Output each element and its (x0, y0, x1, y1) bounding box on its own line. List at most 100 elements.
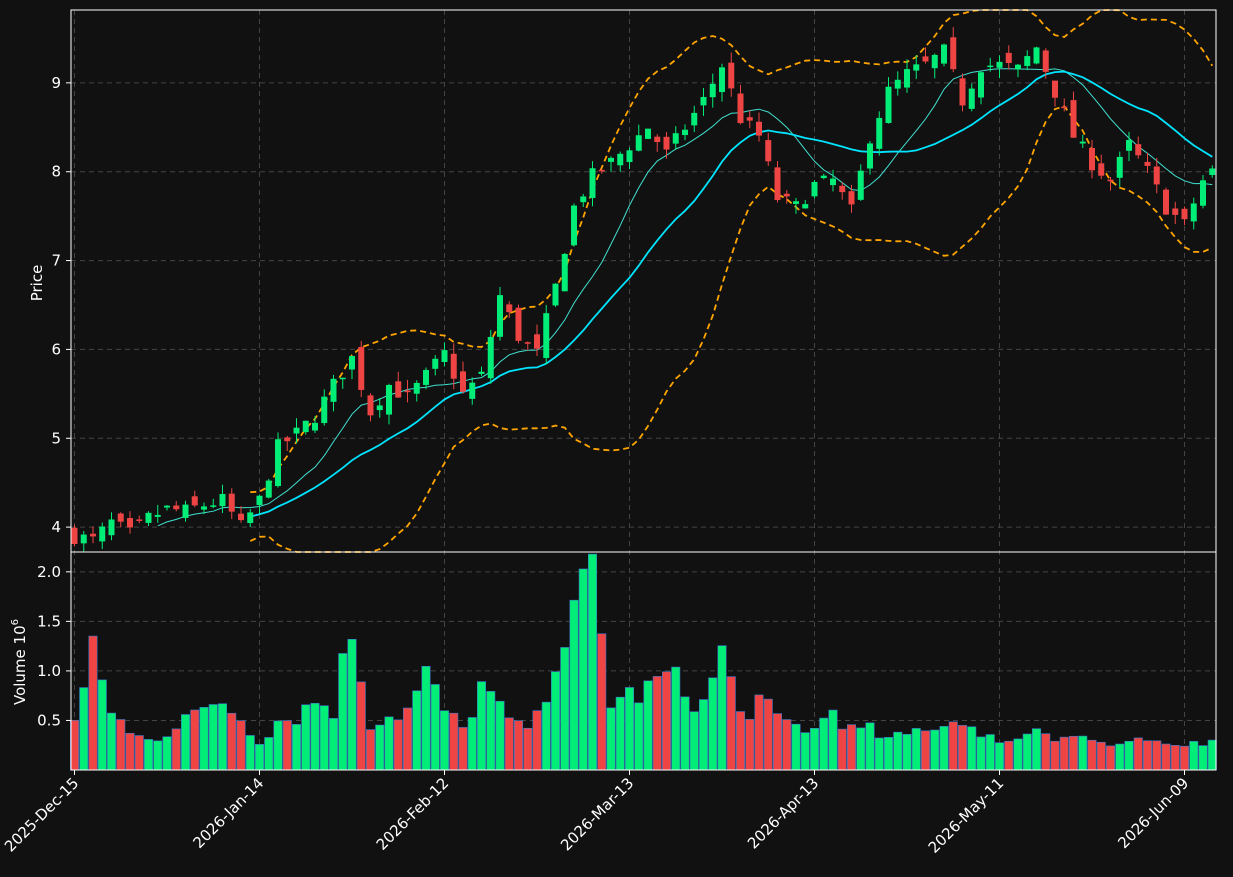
candle-77 (783, 190, 790, 204)
candle-body-58 (608, 157, 614, 162)
candle-97 (968, 83, 975, 112)
candle-17 (228, 488, 235, 519)
candle-65 (672, 126, 679, 150)
volume-bar-46 (495, 700, 505, 771)
volume-bar-8 (144, 739, 154, 771)
candle-body-43 (469, 382, 476, 399)
candle-body-83 (839, 185, 846, 193)
volume-tick-label-0: 0.5 (37, 711, 61, 729)
candle-body-37 (413, 382, 420, 394)
candle-88 (885, 77, 892, 124)
candle-63 (654, 134, 661, 152)
candle-98 (978, 71, 984, 105)
volume-bar-29 (338, 653, 348, 771)
volume-bar-102 (1013, 738, 1023, 771)
candle-body-35 (395, 381, 402, 398)
candle-body-72 (737, 93, 744, 124)
volume-bar-77 (782, 719, 792, 771)
candle-body-17 (228, 493, 235, 512)
candle-body-90 (904, 69, 910, 88)
candle-body-123 (1209, 168, 1216, 176)
volume-bar-36 (402, 707, 412, 771)
candle-body-5 (117, 513, 124, 522)
volume-bar-7 (134, 735, 144, 771)
candle-12 (182, 500, 189, 522)
candle-body-108 (1070, 100, 1077, 138)
volume-bar-86 (865, 722, 875, 771)
candle-106 (1052, 80, 1058, 107)
candle-58 (608, 156, 614, 172)
candle-95 (950, 27, 957, 73)
candle-body-38 (423, 369, 429, 385)
long-moving-average-line (250, 70, 1213, 518)
volume-bar-90 (902, 734, 912, 771)
volume-bar-81 (819, 717, 829, 771)
volume-bar-106 (1050, 740, 1060, 771)
candle-7 (136, 515, 143, 524)
candle-body-92 (922, 56, 929, 62)
candle-16 (219, 484, 226, 513)
candle-body-7 (136, 519, 143, 521)
candle-body-109 (1079, 141, 1086, 144)
volume-bar-20 (255, 744, 265, 771)
candle-body-91 (913, 64, 920, 71)
candle-0 (71, 524, 78, 547)
candle-60 (626, 147, 633, 169)
volume-bars (70, 553, 1217, 771)
candle-31 (358, 340, 365, 398)
candle-body-26 (312, 422, 318, 431)
volume-bar-60 (624, 687, 634, 771)
volume-bar-49 (523, 727, 533, 771)
candle-20 (256, 494, 263, 514)
candle-body-66 (682, 129, 688, 136)
candle-13 (191, 490, 198, 508)
volume-tick-label-1: 1.0 (37, 662, 61, 680)
candle-30 (349, 355, 355, 380)
volume-bar-95 (948, 721, 958, 771)
candle-8 (145, 511, 152, 527)
candle-123 (1209, 165, 1216, 178)
candle-body-3 (99, 526, 106, 542)
candlesticks (71, 27, 1216, 552)
volume-bar-110 (1087, 739, 1097, 771)
candle-body-93 (931, 54, 938, 69)
candle-body-13 (191, 496, 198, 506)
candle-body-122 (1200, 180, 1206, 206)
candle-body-84 (848, 191, 855, 205)
candle-body-85 (857, 170, 864, 200)
candle-36 (404, 379, 411, 403)
candle-49 (524, 341, 531, 351)
candle-body-97 (968, 88, 975, 109)
candle-body-99 (987, 65, 994, 68)
volume-bar-47 (504, 717, 514, 771)
candle-body-81 (820, 175, 827, 179)
volume-bar-37 (412, 690, 422, 771)
candle-51 (543, 305, 550, 365)
volume-bar-41 (449, 712, 459, 771)
candle-body-19 (247, 512, 254, 524)
candle-body-54 (571, 205, 577, 246)
candle-69 (709, 73, 716, 108)
candle-24 (293, 418, 300, 444)
candle-body-21 (265, 480, 272, 498)
candle-body-24 (293, 427, 300, 434)
candle-body-73 (746, 117, 753, 121)
candle-90 (904, 59, 910, 93)
volume-bar-53 (560, 647, 570, 771)
volume-bar-1 (79, 687, 89, 771)
volume-bar-104 (1032, 728, 1042, 771)
volume-bar-28 (328, 718, 338, 771)
candle-70 (719, 63, 725, 102)
volume-bar-97 (967, 726, 977, 771)
candle-112 (1107, 176, 1114, 191)
candle-body-28 (330, 378, 337, 402)
candle-body-2 (90, 533, 96, 537)
candle-body-101 (1005, 52, 1012, 63)
candle-body-56 (589, 168, 596, 198)
candle-102 (1015, 63, 1021, 78)
volume-panel-frame (70, 551, 1217, 771)
candle-body-12 (182, 504, 189, 518)
candle-3 (99, 522, 106, 549)
candle-35 (395, 371, 402, 398)
